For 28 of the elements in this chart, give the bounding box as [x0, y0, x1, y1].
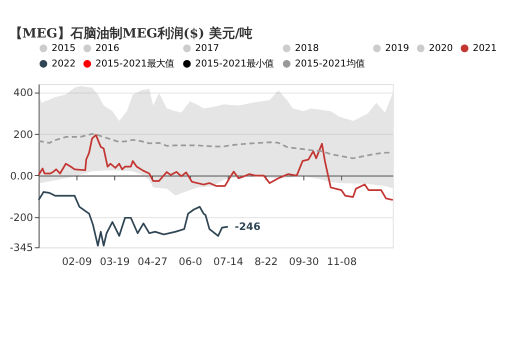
- legend-label: 2015: [52, 42, 76, 54]
- x-tick-label: 11-08: [326, 256, 357, 268]
- line-series: [38, 134, 394, 201]
- x-tick-label: 03-19: [100, 256, 130, 268]
- legend-label: 2015-2021最小值: [195, 58, 274, 70]
- y-tick-label: 400: [13, 87, 34, 100]
- line-series: [38, 191, 229, 247]
- legend-label: 2017: [195, 42, 220, 54]
- legend-label: 2015-2021最大值: [95, 58, 174, 70]
- x-tick-label: 06-0: [178, 256, 202, 268]
- y-tick-label: 0.00: [10, 170, 34, 182]
- legend-label: 2021: [472, 42, 497, 54]
- legend-label: 2018: [294, 42, 319, 54]
- chart-title: 【MEG】石脑油制MEG利润($) 美元/吨: [9, 26, 253, 42]
- y-tick-label: 200: [13, 128, 34, 141]
- legend-label: 2020: [428, 42, 453, 54]
- annotation: -246: [234, 221, 261, 234]
- x-tick-label: 02-09: [62, 256, 92, 268]
- x-tick-label: 04-27: [138, 256, 168, 268]
- x-tick-label: 8-22: [254, 256, 278, 268]
- legend-label: 2022: [52, 58, 76, 70]
- legend-label: 2015-2021均值: [294, 58, 364, 70]
- y-tick-label: -345: [10, 242, 34, 254]
- legend-label: 2019: [385, 42, 410, 54]
- legend-label: 2016: [95, 42, 120, 54]
- y-tick-label: -200: [10, 212, 34, 224]
- x-tick-label: 07-14: [213, 256, 244, 268]
- x-tick-label: 09-30: [289, 256, 319, 268]
